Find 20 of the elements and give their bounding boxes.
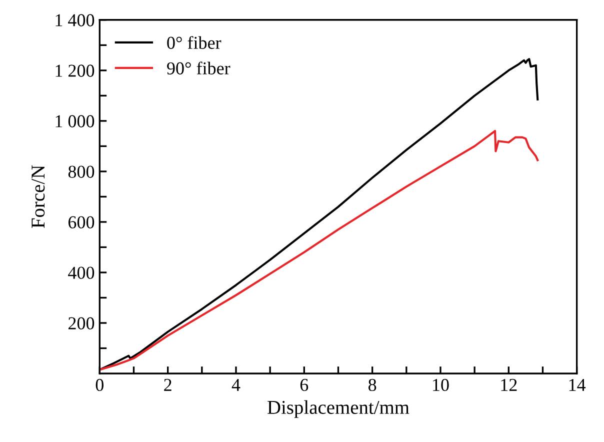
y-axis-title: Force/N <box>32 165 45 228</box>
x-tick-label: 6 <box>300 378 308 392</box>
x-tick-label: 12 <box>501 378 517 391</box>
x-tick-label: 4 <box>232 378 240 391</box>
y-tick-label: 400 <box>68 266 94 279</box>
x-tick-label: 0 <box>96 378 104 392</box>
x-axis-title: Displacement/mm <box>268 400 410 418</box>
legend-label: 0° fiber <box>167 36 222 49</box>
y-tick-label: 600 <box>68 216 94 228</box>
x-tick-label: 10 <box>433 378 449 392</box>
y-tick-label: 200 <box>68 317 94 330</box>
x-tick-label: 14 <box>569 378 586 391</box>
y-tick-label: 1 400 <box>56 14 94 26</box>
x-tick-label: 2 <box>164 378 172 391</box>
y-tick-label: 1 200 <box>56 64 94 77</box>
y-tick-label: 800 <box>68 166 94 178</box>
y-tick-label: 1 000 <box>56 115 94 128</box>
legend-label: 90° fiber <box>167 62 230 74</box>
x-tick-label: 8 <box>368 378 376 392</box>
line-series <box>100 130 539 371</box>
